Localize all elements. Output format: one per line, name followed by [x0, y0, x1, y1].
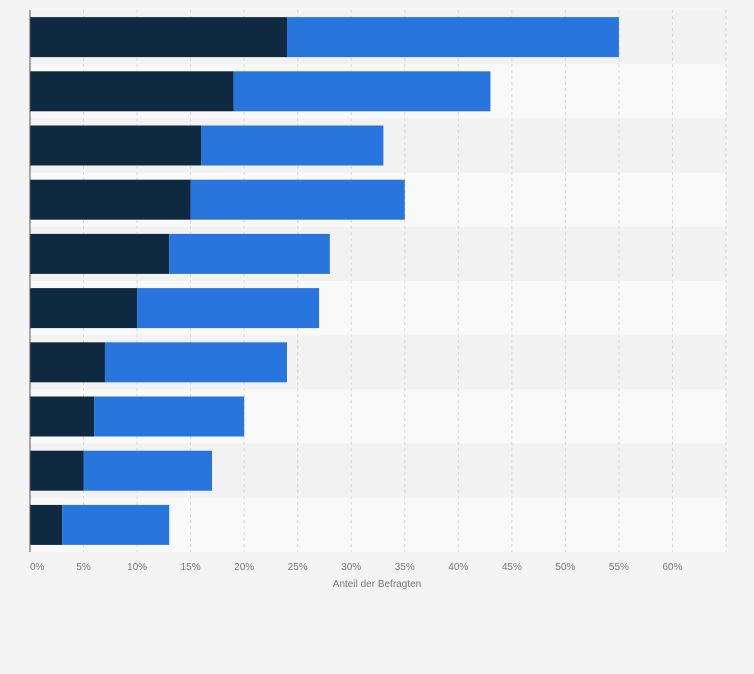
- bar-segment-series-2: [190, 179, 405, 220]
- bar-segment-series-2: [104, 342, 287, 383]
- x-tick-labels: 0% 5% 10% 15% 20% 25% 30% 35% 40% 45% 50% 55% 60%: [30, 562, 683, 573]
- x-tick-label: 5%: [76, 562, 91, 573]
- bar-segment-series-1: [30, 17, 287, 58]
- bar-segment-series-1: [30, 396, 95, 437]
- x-tick-label: 50%: [555, 562, 575, 573]
- bar-segment-series-2: [62, 504, 170, 545]
- bar-segment-series-2: [286, 17, 619, 58]
- bar-segment-series-1: [30, 504, 63, 545]
- bar-segment-series-2: [201, 125, 384, 166]
- x-tick-label: 45%: [502, 562, 522, 573]
- x-tick-label: 20%: [234, 562, 254, 573]
- bar-segment-series-2: [169, 233, 330, 274]
- x-axis-title: Anteil der Befragten: [333, 579, 421, 590]
- bar-segment-series-1: [30, 450, 84, 491]
- x-tick-label: 35%: [395, 562, 415, 573]
- bars: [30, 17, 619, 545]
- x-tick-label: 15%: [181, 562, 201, 573]
- x-tick-label: 0%: [30, 562, 45, 573]
- bar-segment-series-2: [137, 288, 320, 329]
- bar-segment-series-1: [30, 179, 191, 220]
- x-tick-label: 25%: [288, 562, 308, 573]
- bar-segment-series-1: [30, 342, 105, 383]
- bar-segment-series-1: [30, 71, 234, 112]
- x-tick-label: 10%: [127, 562, 147, 573]
- bar-segment-series-2: [233, 71, 491, 112]
- x-tick-label: 40%: [448, 562, 468, 573]
- x-tick-label: 55%: [609, 562, 629, 573]
- bar-segment-series-2: [83, 450, 213, 491]
- bar-segment-series-1: [30, 125, 202, 166]
- x-tick-label: 30%: [341, 562, 361, 573]
- bar-segment-series-1: [30, 233, 170, 274]
- gridlines: [83, 10, 727, 552]
- bar-segment-series-2: [94, 396, 245, 437]
- x-tick-label: 60%: [662, 562, 682, 573]
- bar-segment-series-1: [30, 288, 138, 329]
